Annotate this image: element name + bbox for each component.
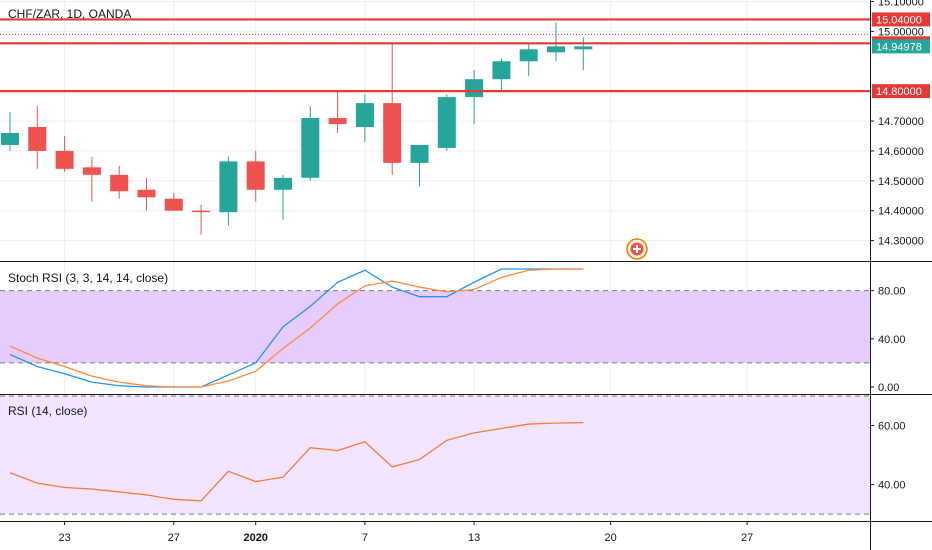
candle-body: [465, 79, 484, 98]
candle: [465, 70, 484, 125]
level-tag: [872, 12, 930, 27]
rsi-pane: 60.00 40.00 RSI (14, close): [0, 395, 906, 515]
candle: [274, 174, 292, 220]
candle-body: [82, 167, 101, 175]
time-tick-label: 2020: [243, 532, 267, 544]
level-tag: [872, 84, 930, 99]
price-tick-label: 14.40000: [878, 206, 924, 218]
chart-title: CHF/ZAR, 1D, OANDA: [8, 7, 131, 21]
candle-body: [355, 103, 374, 128]
candle: [328, 91, 347, 133]
last-price-tag: [872, 39, 930, 54]
rsi-pane-band: [0, 396, 870, 515]
candle-body: [547, 46, 565, 53]
candle: [301, 106, 320, 181]
candle-body: [492, 61, 511, 80]
candle: [437, 94, 456, 151]
candle: [137, 177, 156, 211]
stoch-rsi-pane-band: [0, 290, 870, 363]
level-label: 15.04000: [876, 14, 922, 26]
rsi-pane-title: RSI (14, close): [8, 404, 87, 418]
stoch-rsi-pane-tick-label: 80.00: [878, 286, 906, 298]
candle: [355, 94, 374, 142]
candle: [164, 192, 183, 211]
candle-body: [274, 177, 292, 190]
candle: [28, 106, 47, 169]
candle: [110, 165, 129, 199]
candle: [246, 150, 265, 202]
candle: [82, 156, 101, 202]
stoch-rsi-pane-title: Stoch RSI (3, 3, 14, 14, close): [8, 271, 168, 285]
price-tick-label: 14.70000: [878, 116, 924, 128]
candle: [1, 112, 19, 151]
stoch-rsi-pane-series-d: [9, 268, 584, 388]
time-tick-label: 7: [362, 532, 368, 544]
candle-body: [519, 49, 538, 62]
candle-body: [219, 161, 238, 213]
level-label: 14.80000: [876, 86, 922, 98]
candle-body: [28, 127, 47, 151]
time-tick-label: 27: [741, 532, 753, 544]
stoch-rsi-pane-series-k: [9, 268, 584, 388]
candle: [192, 204, 211, 235]
time-tick-label: 23: [58, 532, 70, 544]
candle-body: [437, 97, 456, 148]
time-axis: 23 27 2020 7 13 20 27: [58, 521, 753, 544]
candle: [219, 156, 238, 226]
candle-body: [192, 210, 211, 213]
candle-body: [383, 103, 402, 163]
price-tick-label: 15.10000: [878, 0, 924, 8]
candle-body: [1, 132, 19, 145]
candle: [547, 22, 565, 62]
time-tick-label: 27: [168, 532, 180, 544]
candle-body: [410, 144, 429, 163]
last-price-label: 14.94978: [876, 41, 922, 53]
candle: [383, 43, 402, 175]
time-tick-label: 13: [468, 532, 480, 544]
plus-circle-icon[interactable]: [626, 238, 648, 260]
candle: [55, 135, 74, 172]
candle-body: [328, 118, 347, 125]
rsi-pane-tick-label: 40.00: [878, 480, 906, 492]
time-tick-label: 20: [604, 532, 616, 544]
rsi-pane-tick-label: 60.00: [878, 421, 906, 433]
candle: [492, 58, 511, 92]
candle: [410, 144, 429, 187]
price-pane: 15.0400014.9600014.8000014.9497815.10000…: [0, 0, 930, 260]
candle-body: [301, 118, 320, 178]
price-tick-label: 14.50000: [878, 176, 924, 188]
candle-body: [164, 198, 183, 211]
candle: [519, 43, 538, 77]
stoch-rsi-pane: 80.00 40.00 0.00 Stoch RSI (3, 3, 14, 14, c…: [0, 268, 906, 394]
rsi-pane-series-rsi: [9, 421, 584, 502]
price-tick-label: 15.00000: [878, 26, 924, 38]
candle-body: [110, 174, 129, 192]
stoch-rsi-pane-tick-label: 40.00: [878, 334, 906, 346]
stoch-rsi-pane-tick-label: 0.00: [878, 382, 899, 394]
candle-body: [55, 150, 74, 169]
price-tick-label: 14.60000: [878, 146, 924, 158]
candle-body: [246, 161, 265, 190]
candle-body: [574, 46, 593, 50]
price-tick-label: 14.30000: [878, 236, 924, 248]
candle-body: [137, 189, 156, 198]
